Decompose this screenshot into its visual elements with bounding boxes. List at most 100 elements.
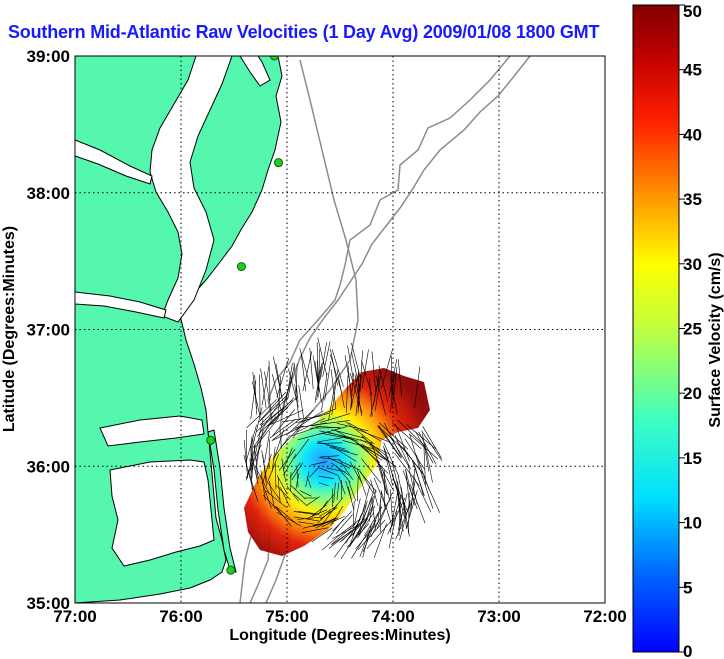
velocity-vector	[382, 469, 391, 502]
velocity-vector	[413, 460, 424, 496]
velocity-vector	[351, 342, 362, 380]
velocity-vector	[328, 530, 352, 549]
x-tick-label: 73:00	[477, 607, 520, 626]
velocity-vector	[349, 461, 363, 484]
velocity-vector	[378, 422, 409, 450]
x-tick-label: 77:00	[53, 607, 96, 626]
velocity-vector	[315, 420, 350, 426]
velocity-vector	[252, 372, 257, 409]
velocity-vector	[342, 440, 375, 450]
velocity-vector	[398, 475, 407, 514]
colorbar-tick-label: 25	[683, 320, 702, 339]
velocity-vector	[275, 363, 283, 402]
x-tick-label: 76:00	[159, 607, 202, 626]
velocity-vector	[293, 493, 308, 507]
colorbar-tick-label: 10	[683, 514, 702, 533]
velocity-vector	[272, 374, 283, 415]
velocity-vector	[318, 348, 321, 391]
velocity-vector	[305, 471, 310, 487]
velocity-vector	[319, 467, 339, 476]
velocity-vector	[321, 515, 346, 528]
velocity-vector	[420, 470, 434, 509]
velocity-vector	[266, 481, 281, 501]
velocity-vector	[259, 398, 287, 426]
velocity-vector	[388, 359, 398, 397]
velocity-vector	[423, 446, 426, 486]
velocity-vector	[275, 485, 291, 500]
velocity-vector	[255, 417, 279, 448]
velocity-vector	[267, 409, 304, 427]
velocity-vector	[293, 516, 319, 522]
velocity-vector	[397, 493, 408, 531]
velocity-vector	[309, 467, 320, 478]
velocity-vector	[338, 475, 346, 495]
velocity-vector	[259, 374, 261, 415]
velocity-vector	[282, 371, 294, 412]
velocity-vector	[370, 501, 389, 538]
velocity-vector	[260, 470, 266, 502]
velocity-vector	[330, 506, 344, 526]
x-tick-label: 75:00	[265, 607, 308, 626]
velocity-vector	[319, 457, 341, 461]
velocity-vector	[324, 361, 331, 401]
velocity-vector	[353, 498, 361, 526]
velocity-vector	[326, 444, 350, 452]
velocity-vector	[262, 454, 267, 486]
velocity-vector	[272, 409, 295, 437]
velocity-vector	[361, 435, 389, 462]
velocity-vector	[319, 506, 336, 517]
velocity-vector	[414, 366, 421, 408]
velocity-vector	[317, 510, 331, 524]
velocity-vector	[306, 509, 328, 519]
velocity-vector	[317, 337, 328, 377]
velocity-vector	[376, 459, 387, 494]
velocity-vector	[295, 412, 330, 424]
velocity-vector	[360, 498, 373, 525]
velocity-vector	[345, 480, 352, 500]
velocity-vector	[408, 479, 416, 517]
velocity-vector	[286, 486, 300, 502]
y-tick-label: 38:00	[27, 184, 70, 203]
velocity-vector	[330, 354, 342, 393]
y-tick-label: 35:00	[27, 594, 70, 613]
velocity-vector	[357, 375, 362, 413]
velocity-vector	[269, 480, 275, 509]
velocity-vector	[261, 366, 270, 406]
velocity-vector	[276, 474, 288, 495]
velocity-vector	[316, 362, 323, 401]
velocity-vector	[278, 376, 281, 416]
velocity-vector	[381, 348, 393, 389]
velocity-vector	[321, 373, 328, 411]
velocity-vector	[295, 410, 324, 429]
velocity-vector	[281, 458, 286, 482]
velocity-vector	[329, 447, 358, 456]
james-river	[75, 291, 167, 319]
velocity-vector	[277, 477, 281, 504]
velocity-vector	[335, 514, 353, 534]
velocity-vector	[296, 516, 322, 520]
radar-stations	[206, 56, 284, 575]
velocity-vector	[345, 421, 373, 443]
outer-banks	[207, 429, 237, 573]
velocity-vector	[333, 482, 336, 503]
velocity-vector	[255, 406, 285, 433]
velocity-vector	[273, 356, 282, 397]
velocity-vector	[371, 351, 377, 393]
velocity-vector	[356, 428, 391, 443]
velocity-vector	[392, 422, 422, 450]
velocity-vector	[384, 448, 397, 489]
velocity-vector	[355, 441, 380, 463]
velocity-vector	[422, 433, 430, 472]
velocity-vector	[348, 422, 381, 442]
velocity-vector	[377, 491, 382, 524]
velocity-vector	[314, 366, 321, 403]
colorbar-tick-label: 15	[683, 449, 702, 468]
velocity-vector	[264, 430, 271, 463]
colorbar	[632, 4, 680, 653]
velocity-vector	[246, 399, 278, 429]
velocity-vector	[378, 365, 388, 402]
velocity-vector	[366, 517, 394, 549]
colorbar-tick-label: 45	[683, 61, 702, 80]
velocity-vector	[285, 363, 293, 403]
